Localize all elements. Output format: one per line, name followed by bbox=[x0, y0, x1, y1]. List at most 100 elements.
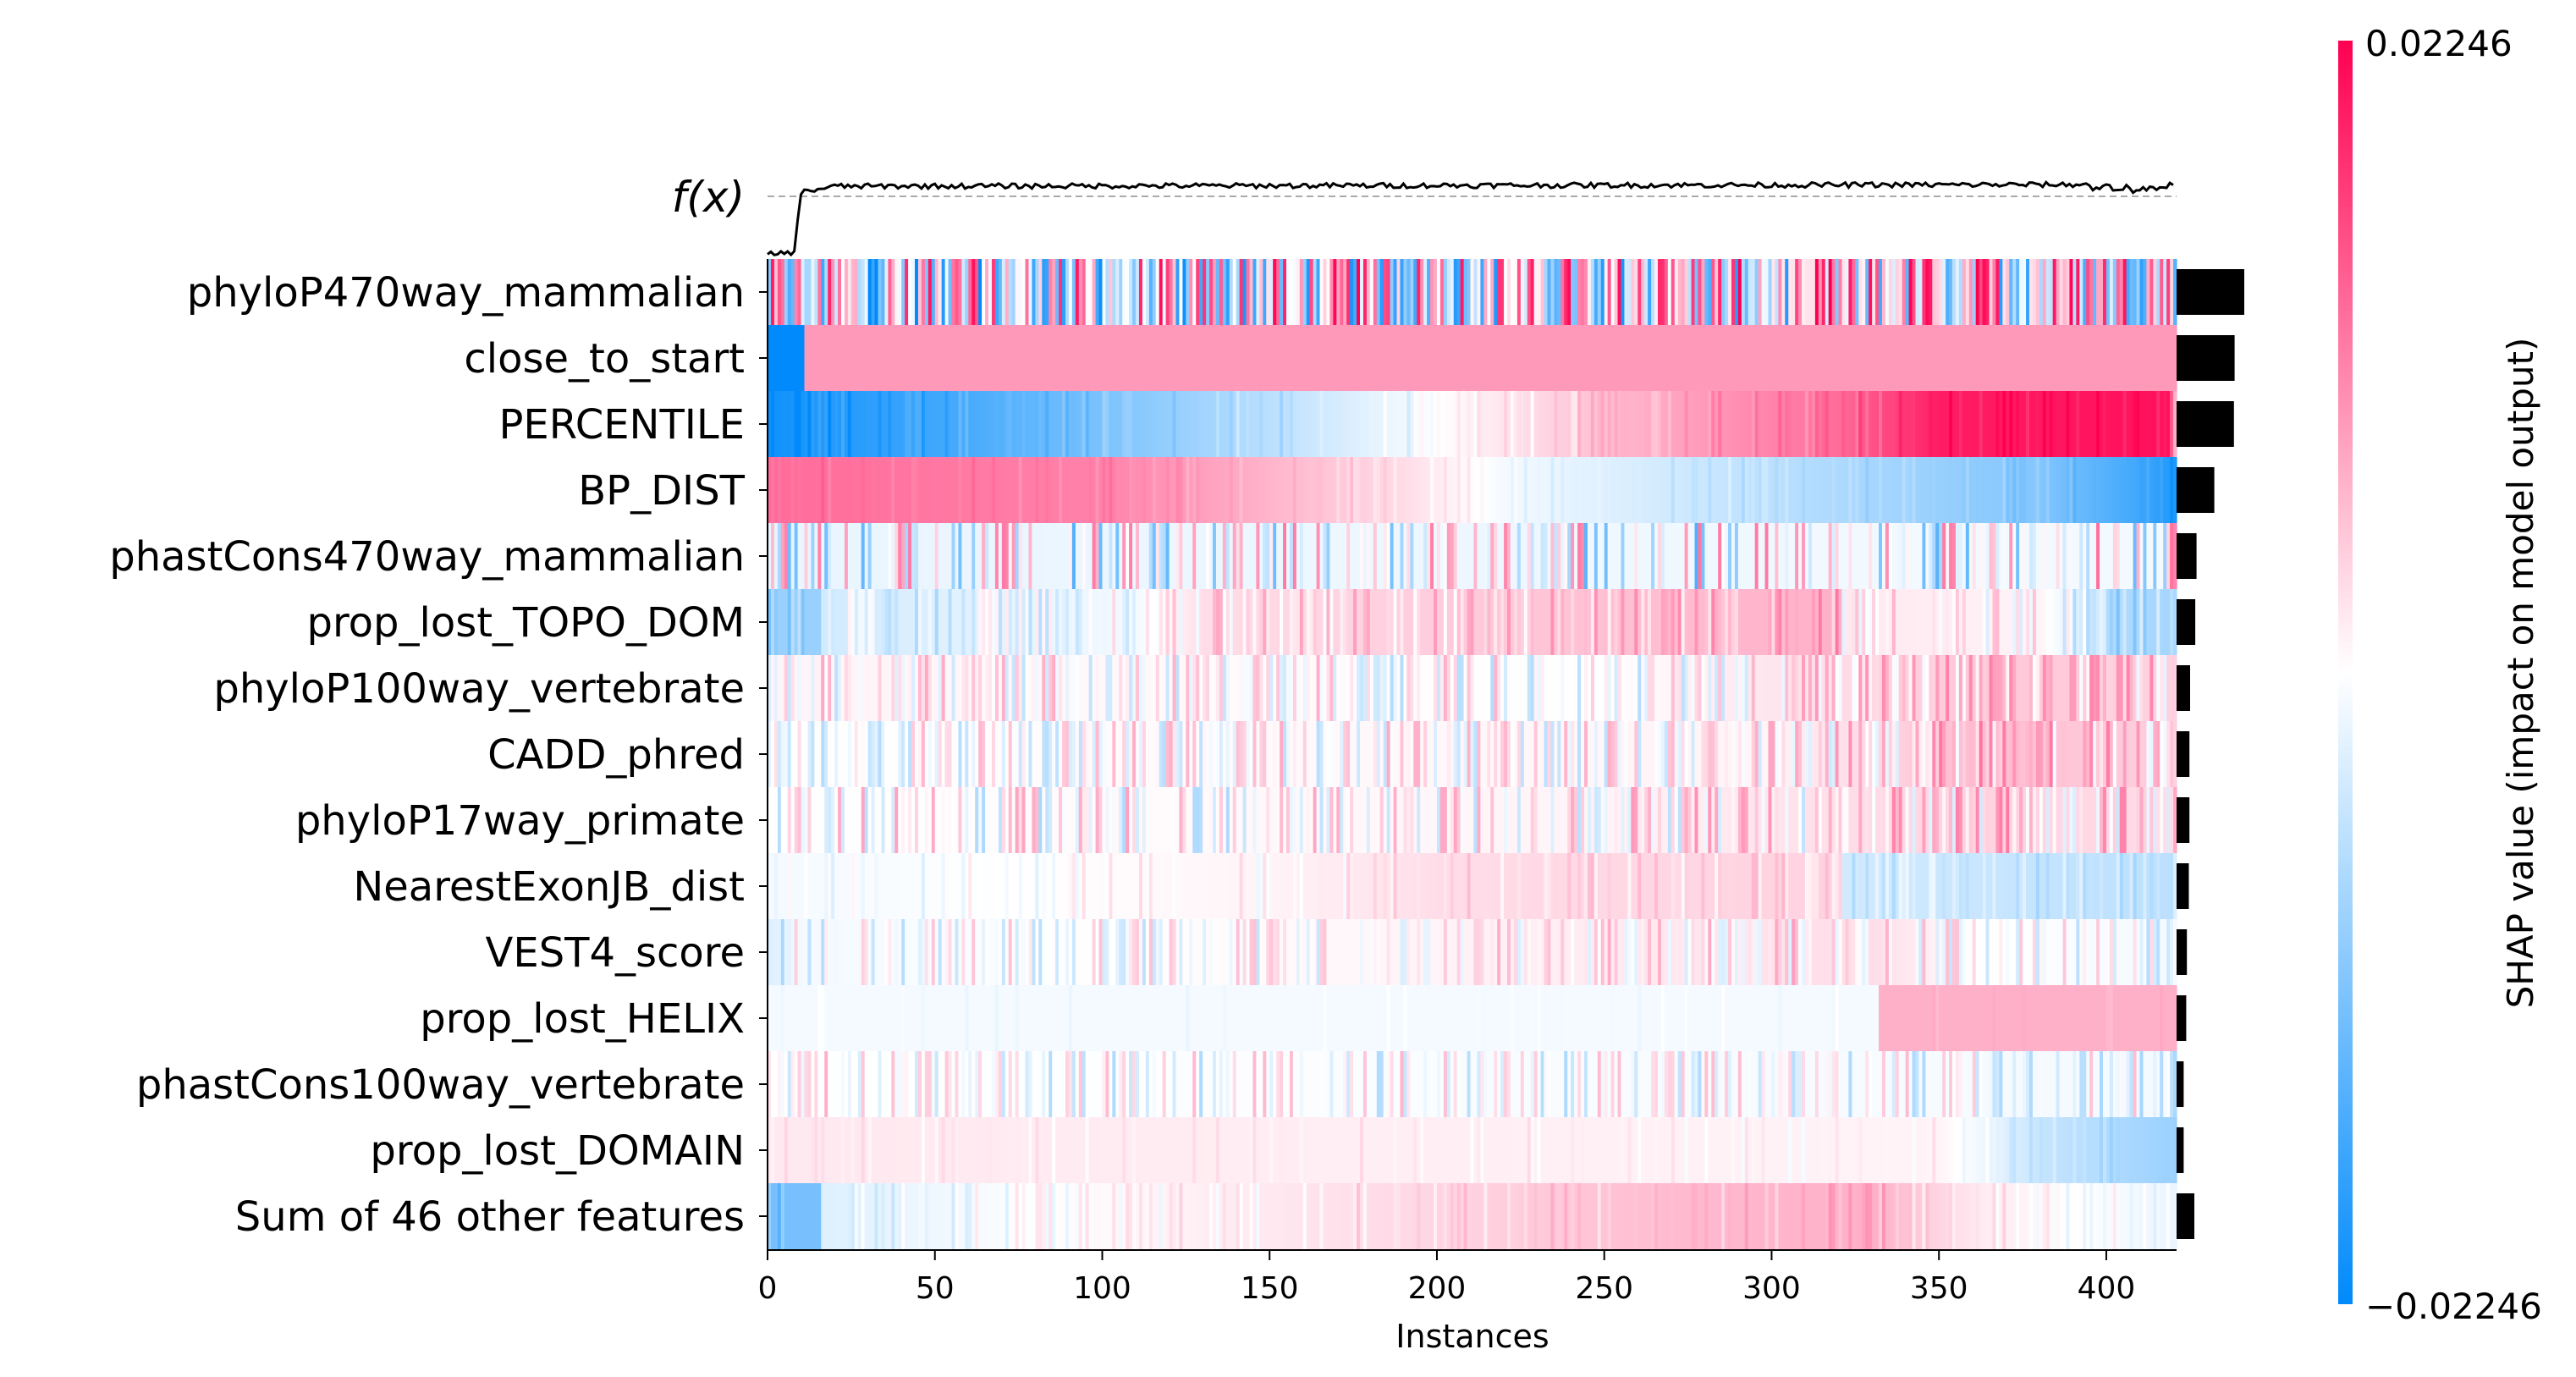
heatmap-cell bbox=[905, 853, 909, 919]
heatmap-cell bbox=[1001, 589, 1006, 655]
heatmap-cell bbox=[1590, 523, 1595, 589]
heatmap-cell bbox=[1289, 853, 1294, 919]
heatmap-cell bbox=[1196, 655, 1200, 721]
heatmap-cell bbox=[828, 721, 832, 787]
heatmap-cell bbox=[1396, 589, 1401, 655]
heatmap-cell bbox=[1533, 787, 1538, 853]
heatmap-cell bbox=[824, 325, 828, 391]
heatmap-cell bbox=[1704, 853, 1709, 919]
heatmap-cell bbox=[1487, 391, 1491, 457]
heatmap-cell bbox=[1771, 523, 1776, 589]
heatmap-cell bbox=[1333, 787, 1337, 853]
heatmap-cell bbox=[2042, 391, 2047, 457]
heatmap-cell bbox=[807, 985, 812, 1051]
heatmap-cell bbox=[2012, 457, 2017, 523]
heatmap-cell bbox=[1456, 985, 1461, 1051]
heatmap-cell bbox=[1835, 523, 1840, 589]
heatmap-cell bbox=[1219, 589, 1224, 655]
heatmap-cell bbox=[1259, 919, 1263, 985]
heatmap-cell bbox=[1992, 457, 1997, 523]
heatmap-cell bbox=[850, 523, 856, 589]
heatmap-cell bbox=[917, 457, 922, 523]
heatmap-cell bbox=[1500, 853, 1505, 919]
heatmap-cell bbox=[1232, 523, 1237, 589]
heatmap-cell bbox=[1516, 919, 1522, 985]
heatmap-cell bbox=[1631, 985, 1635, 1051]
heatmap-cell bbox=[2116, 391, 2121, 457]
heatmap-cell bbox=[1989, 655, 1994, 721]
heatmap-cell bbox=[2105, 259, 2111, 325]
heatmap-cell bbox=[1172, 457, 1177, 523]
heatmap-cell bbox=[2083, 655, 2087, 721]
heatmap-cell bbox=[1792, 589, 1796, 655]
heatmap-cell bbox=[1798, 919, 1803, 985]
heatmap-cell bbox=[2163, 787, 2167, 853]
heatmap-cell bbox=[1219, 523, 1224, 589]
heatmap-cell bbox=[1306, 589, 1311, 655]
heatmap-cell bbox=[1095, 259, 1100, 325]
heatmap-cell bbox=[1902, 655, 1907, 721]
heatmap-cell bbox=[1888, 325, 1893, 391]
heatmap-cell bbox=[1302, 325, 1307, 391]
heatmap-cell bbox=[1350, 655, 1354, 721]
heatmap-cell bbox=[1869, 919, 1873, 985]
heatmap-cell bbox=[2100, 853, 2104, 919]
heatmap-cell bbox=[1292, 523, 1297, 589]
heatmap-cell bbox=[1122, 787, 1126, 853]
heatmap-cell bbox=[1701, 919, 1705, 985]
heatmap-cell bbox=[1835, 391, 1840, 457]
heatmap-cell bbox=[1744, 853, 1749, 919]
heatmap-cell bbox=[911, 589, 916, 655]
heatmap-cell bbox=[2109, 655, 2114, 721]
heatmap-cell bbox=[2122, 919, 2127, 985]
heatmap-cell bbox=[2129, 457, 2134, 523]
heatmap-cell bbox=[1199, 457, 1203, 523]
heatmap-cell bbox=[1182, 919, 1186, 985]
heatmap-cell bbox=[2126, 787, 2131, 853]
heatmap-cell bbox=[1530, 391, 1535, 457]
heatmap-cell bbox=[1353, 853, 1357, 919]
heatmap-cell bbox=[773, 391, 779, 457]
heatmap-cell bbox=[1949, 457, 1953, 523]
heatmap-cell bbox=[1544, 853, 1549, 919]
heatmap-cell bbox=[1848, 787, 1852, 853]
heatmap-cell bbox=[1373, 985, 1378, 1051]
heatmap-cell bbox=[1346, 721, 1351, 787]
heatmap-cell bbox=[985, 985, 989, 1051]
heatmap-cell bbox=[1379, 985, 1384, 1051]
heatmap-cell bbox=[2122, 787, 2127, 853]
heatmap-cell bbox=[847, 919, 852, 985]
heatmap-cell bbox=[1075, 787, 1080, 853]
heatmap-cell bbox=[927, 985, 933, 1051]
heatmap-cell bbox=[2112, 523, 2117, 589]
heatmap-cell bbox=[1504, 787, 1508, 853]
heatmap-cell bbox=[1480, 853, 1484, 919]
heatmap-cell bbox=[1362, 259, 1368, 325]
heatmap-cell bbox=[1215, 787, 1220, 853]
heatmap-cell bbox=[1018, 985, 1023, 1051]
heatmap-cell bbox=[1667, 325, 1672, 391]
heatmap-cell bbox=[1855, 523, 1859, 589]
heatmap-cell bbox=[1302, 259, 1307, 325]
heatmap-cell bbox=[1463, 721, 1468, 787]
heatmap-cell bbox=[817, 919, 822, 985]
heatmap-cell bbox=[1340, 259, 1344, 325]
heatmap-cell bbox=[1879, 325, 1883, 391]
heatmap-cell bbox=[1155, 523, 1160, 589]
heatmap-cell bbox=[1918, 787, 1924, 853]
heatmap-cell bbox=[1567, 523, 1571, 589]
heatmap-cell bbox=[1222, 919, 1227, 985]
heatmap-cell bbox=[1417, 787, 1421, 853]
heatmap-cell bbox=[1946, 259, 1950, 325]
heatmap-cell bbox=[1005, 391, 1010, 457]
heatmap-cell bbox=[1597, 325, 1602, 391]
heatmap-cell bbox=[1460, 457, 1465, 523]
heatmap-cell bbox=[1427, 721, 1431, 787]
heatmap-cell bbox=[894, 523, 899, 589]
heatmap-cell bbox=[2009, 457, 2013, 523]
heatmap-cell bbox=[1196, 325, 1200, 391]
heatmap-cell bbox=[2045, 391, 2050, 457]
heatmap-cell bbox=[1590, 589, 1595, 655]
heatmap-cell bbox=[1326, 985, 1331, 1051]
heatmap-cell bbox=[2009, 721, 2013, 787]
